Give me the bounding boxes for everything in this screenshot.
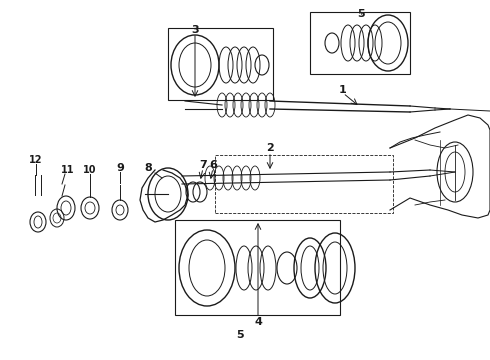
Bar — [215, 155, 393, 213]
Text: 4: 4 — [254, 317, 262, 327]
Text: 5: 5 — [357, 9, 365, 19]
Text: 12: 12 — [29, 155, 43, 165]
Bar — [175, 220, 340, 315]
Text: 9: 9 — [116, 163, 124, 173]
Text: 1: 1 — [339, 85, 347, 95]
Text: 8: 8 — [144, 163, 152, 173]
Text: 10: 10 — [83, 165, 97, 175]
Text: 5: 5 — [236, 330, 244, 340]
Text: 11: 11 — [61, 165, 75, 175]
Bar — [310, 12, 410, 74]
Text: 7: 7 — [199, 160, 207, 170]
Text: 6: 6 — [209, 160, 217, 170]
Text: 2: 2 — [266, 143, 274, 153]
Text: 3: 3 — [191, 25, 199, 35]
Bar — [168, 28, 273, 100]
